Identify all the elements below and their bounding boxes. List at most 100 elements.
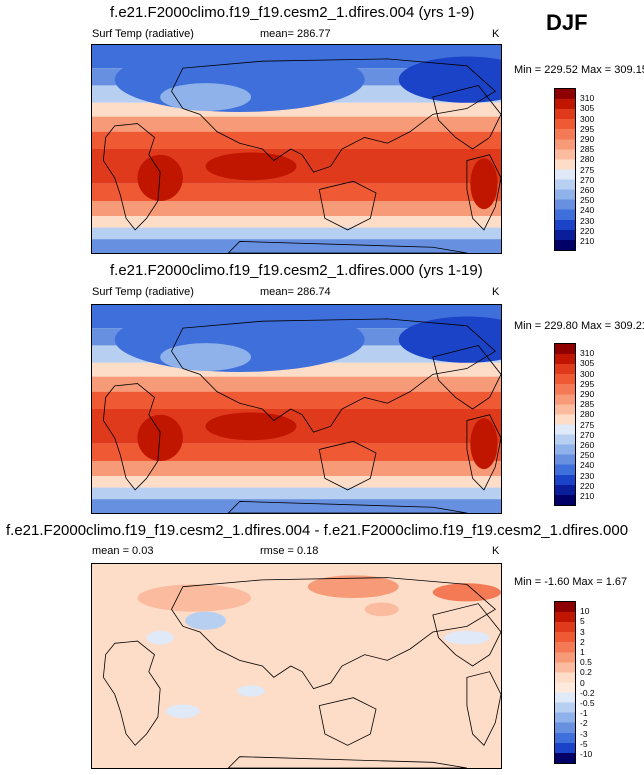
units-label: K — [492, 545, 500, 557]
temperature-region — [205, 152, 297, 181]
colorbar-tick-label: 290 — [580, 134, 595, 144]
temperature-band — [92, 487, 501, 500]
colorbar: 310 305 300 295 290 285 280 275 270 260 250 240 230 2… — [554, 343, 604, 507]
temperature-band — [92, 461, 501, 477]
colorbar-tick-label: 270 — [580, 174, 595, 185]
colorbar-tick-label: 305 — [580, 358, 595, 369]
difference-region — [307, 575, 399, 598]
colorbar-tick-label: 1 — [580, 647, 585, 657]
temperature-band — [92, 476, 501, 488]
colorbar-tick-label: 220 — [580, 480, 595, 491]
variable-label: Surf Temp (radiative) — [92, 286, 194, 298]
colorbar-tick-label: 0 — [580, 677, 585, 688]
difference-region — [432, 583, 501, 602]
map-canvas — [92, 45, 501, 253]
coastline — [467, 155, 501, 230]
coastline — [319, 441, 376, 490]
difference-region — [185, 611, 227, 630]
colorbar-tick-label: 260 — [580, 185, 595, 195]
mean-label: mean= 286.77 — [260, 28, 331, 40]
map-canvas — [92, 564, 501, 768]
temperature-band — [92, 391, 501, 409]
coastline — [319, 181, 376, 230]
rmse-label: rmse = 0.18 — [260, 545, 319, 557]
coastline — [172, 578, 496, 689]
map-canvas — [92, 305, 501, 513]
colorbar-tick-label: 310 — [580, 348, 595, 359]
temperature-band — [92, 183, 501, 201]
temperature-band — [92, 227, 501, 240]
colorbar-tick-label: 285 — [580, 144, 595, 155]
colorbar-tick-label: 290 — [580, 389, 595, 399]
colorbar-tick-label: 305 — [580, 103, 595, 114]
temperature-map — [91, 44, 502, 254]
colorbar-tick-label: 250 — [580, 195, 595, 206]
coastline — [433, 85, 501, 149]
colorbar-tick-label: 230 — [580, 215, 595, 226]
colorbar-tick-label: -1 — [580, 708, 588, 719]
coastline — [103, 384, 160, 490]
colorbar-tick-label: 295 — [580, 123, 595, 134]
colorbar-tick-label: 10 — [580, 606, 590, 617]
coastline — [103, 124, 160, 230]
coastline — [172, 319, 496, 432]
coastline — [433, 604, 501, 666]
temperature-region — [137, 154, 183, 201]
coastline — [319, 698, 376, 746]
temperature-band — [92, 131, 501, 149]
temperature-region — [470, 158, 498, 210]
temperature-map — [91, 304, 502, 514]
colorbar-tick-label: -3 — [580, 728, 588, 739]
season-label: DJF — [546, 10, 588, 35]
colorbar: 310 305 300 295 290 285 280 275 270 260 250 240 230 2… — [554, 88, 604, 252]
panel-title: f.e21.F2000climo.f19_f19.cesm2_1.dfires.… — [110, 262, 483, 279]
temperature-region — [137, 414, 183, 461]
variable-label: Surf Temp (radiative) — [92, 28, 194, 40]
colorbar-tick-label: 230 — [580, 470, 595, 481]
coastline — [172, 59, 496, 172]
temperature-band — [92, 216, 501, 228]
coastline — [467, 672, 501, 746]
colorbar-tick-label: 300 — [580, 113, 595, 124]
colorbar-tick-label: 310 — [580, 93, 595, 104]
temperature-region — [160, 83, 252, 111]
difference-region — [237, 685, 265, 697]
temperature-band — [92, 201, 501, 217]
panel-title: f.e21.F2000climo.f19_f19.cesm2_1.dfires.… — [6, 522, 629, 539]
colorbar-tick-label: -0.2 — [580, 687, 595, 698]
colorbar-tick-label: 285 — [580, 399, 595, 410]
colorbar-tick-label: 275 — [580, 419, 595, 430]
colorbar-tick-label: 240 — [580, 460, 595, 471]
temperature-band — [92, 443, 501, 461]
temperature-region — [470, 418, 498, 470]
temperature-region — [160, 343, 252, 371]
difference-region — [137, 584, 252, 612]
colorbar-tick-label: -2 — [580, 718, 588, 729]
colorbar-tick-label: 2 — [580, 636, 585, 647]
colorbar-tick-label: 250 — [580, 450, 595, 461]
colorbar-tick-label: 3 — [580, 626, 585, 637]
difference-region — [146, 630, 174, 645]
temperature-band — [92, 116, 501, 132]
coastline — [103, 641, 160, 745]
temperature-region — [398, 316, 501, 363]
mean-label: mean = 0.03 — [92, 545, 154, 557]
coastline — [228, 501, 467, 513]
temperature-band — [92, 499, 501, 513]
temperature-band — [92, 376, 501, 392]
colorbar-tick-label: 5 — [580, 616, 585, 627]
colorbar: 10 5 3 2 1 0.5 0.2 0 -0.2 -0.5 -1 -2 -3 -5 -10 — [554, 601, 604, 765]
colorbar-tick-label: 240 — [580, 205, 595, 216]
difference-region — [444, 630, 490, 645]
colorbar-boxes — [554, 601, 576, 765]
units-label: K — [492, 28, 500, 40]
mean-label: mean= 286.74 — [260, 286, 331, 298]
units-label: K — [492, 286, 500, 298]
difference-map — [91, 563, 502, 769]
temperature-band — [92, 239, 501, 253]
difference-region — [165, 704, 200, 719]
colorbar-boxes — [554, 343, 576, 507]
colorbar-tick-label: -10 — [580, 749, 593, 759]
colorbar-tick-label: 270 — [580, 429, 595, 440]
colorbar-tick-label: 295 — [580, 378, 595, 389]
